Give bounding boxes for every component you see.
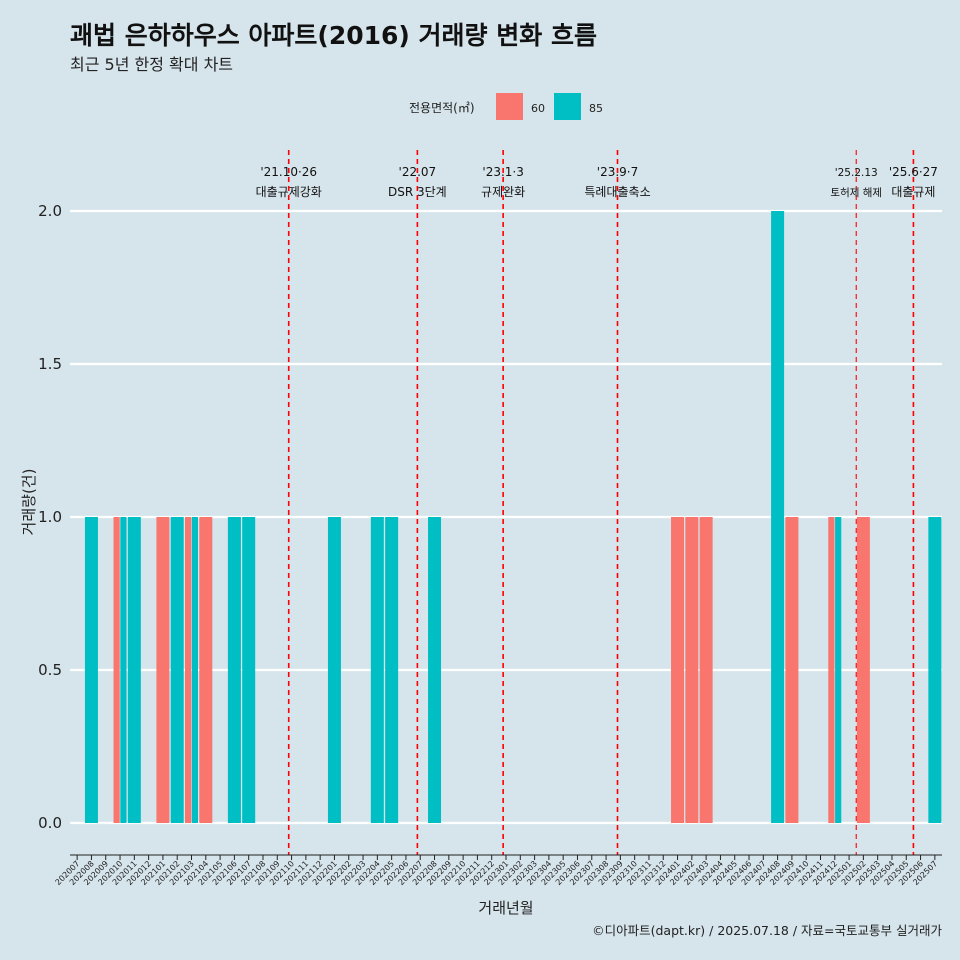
- bar-85-202011: [127, 517, 141, 823]
- bar-60-202010: [113, 517, 120, 823]
- legend-title: 전용면적(㎡): [409, 101, 475, 115]
- bar-85-202507: [928, 517, 942, 823]
- bar-85-202205: [385, 517, 399, 823]
- bar-85-202010: [120, 517, 127, 823]
- bar-60-202403: [699, 517, 713, 823]
- y-tick-label: 1.5: [38, 355, 62, 373]
- bar-60-202101: [156, 517, 170, 823]
- bar-60-202402: [685, 517, 699, 823]
- event-date: '23.1·3: [482, 165, 523, 179]
- y-tick-label: 1.0: [38, 508, 62, 526]
- y-axis-ticks: 0.0 0.5 1.0 1.5 2.0: [38, 202, 62, 832]
- event-date: '25.6·27: [889, 165, 938, 179]
- event-label: 규제완화: [481, 185, 525, 199]
- bar-60-202409: [785, 517, 799, 823]
- event-label: 특례대출축소: [584, 185, 650, 199]
- x-axis: 2020072020082020092020102020112020122021…: [54, 854, 942, 887]
- legend: 전용면적(㎡) 60 85: [409, 93, 603, 120]
- bar-85-202107: [242, 517, 256, 823]
- event-label: 토허제 해제: [830, 186, 882, 199]
- y-tick-label: 0.5: [38, 661, 62, 679]
- event-date: '23.9·7: [597, 165, 638, 179]
- bar-60-202412: [828, 517, 835, 823]
- bars: [84, 211, 942, 823]
- chart-title: 괘법 은하하우스 아파트(2016) 거래량 변화 흐름: [70, 21, 597, 50]
- caption: ©디아파트(dapt.kr) / 2025.07.18 / 자료=국토교통부 실…: [592, 923, 942, 938]
- bar-85-202102: [170, 517, 184, 823]
- legend-label-60: 60: [531, 102, 545, 115]
- event-date: '21.10·26: [260, 165, 317, 179]
- bar-85-202106: [227, 517, 241, 823]
- bar-60-202401: [671, 517, 685, 823]
- bar-85-202408: [771, 211, 785, 823]
- x-axis-label: 거래년월: [478, 899, 533, 917]
- bar-85-202008: [84, 517, 98, 823]
- bar-60-202502: [856, 517, 870, 823]
- event-date: '25.2.13: [835, 167, 878, 179]
- legend-swatch-60: [496, 93, 523, 120]
- event-label: DSR 3단계: [388, 185, 447, 199]
- y-axis-label: 거래량(건): [20, 469, 38, 536]
- legend-label-85: 85: [589, 102, 603, 115]
- y-tick-label: 0.0: [38, 814, 62, 832]
- chart-subtitle: 최근 5년 한정 확대 차트: [70, 55, 233, 74]
- bar-85-202412: [835, 517, 842, 823]
- y-tick-label: 2.0: [38, 202, 62, 220]
- bar-85-202204: [370, 517, 384, 823]
- bar-60-202104: [199, 517, 213, 823]
- bar-60-202103: [185, 517, 192, 823]
- legend-swatch-85: [554, 93, 581, 120]
- bar-85-202201: [327, 517, 341, 823]
- event-label: 대출규제: [891, 185, 935, 199]
- event-label: 대출규제강화: [256, 185, 322, 199]
- event-date: '22.07: [399, 165, 437, 179]
- event-lines: '21.10·26 대출규제강화 '22.07 DSR 3단계 '23.1·3 규제완화 '…: [256, 150, 938, 855]
- bar-85-202208: [428, 517, 442, 823]
- bar-85-202103: [191, 517, 199, 823]
